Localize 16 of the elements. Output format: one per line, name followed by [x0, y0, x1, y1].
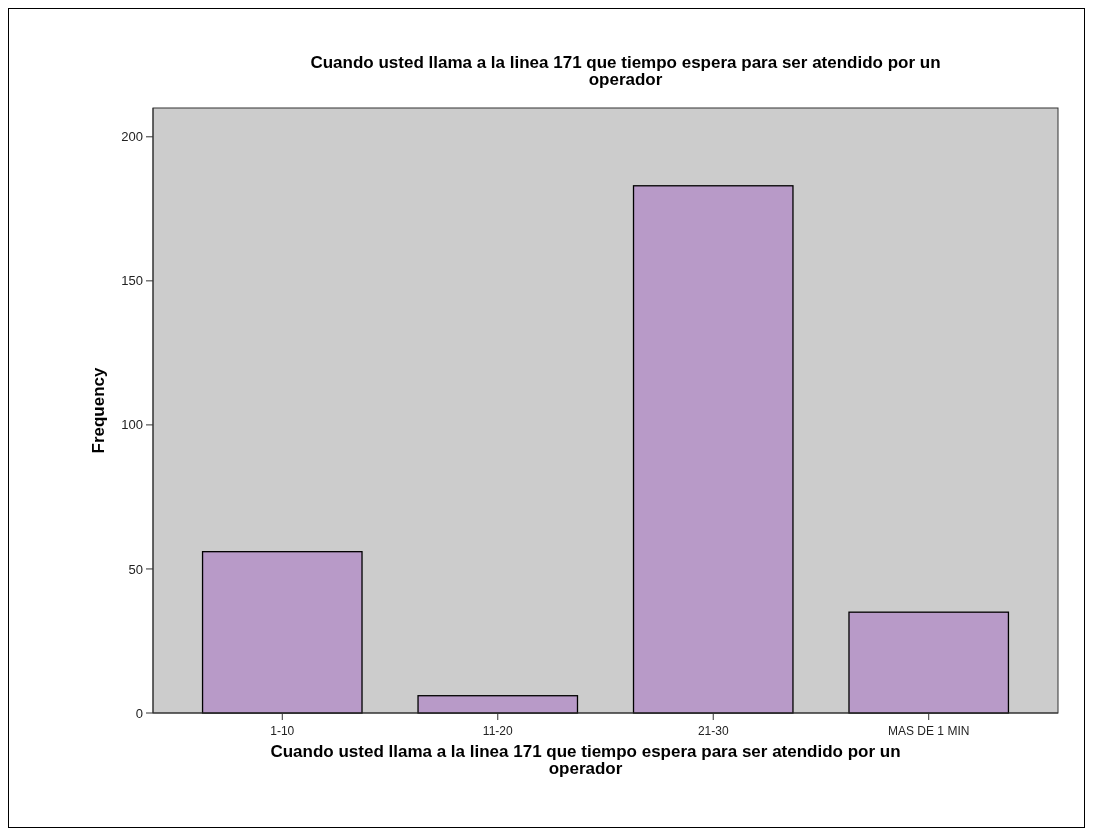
x-axis-title: Cuando usted llama a la linea 171 que tiempo espera para ser atendido por un operador [270, 742, 901, 778]
y-tick-label: 150 [121, 273, 143, 289]
bar [201, 551, 363, 714]
y-tick-label: 100 [121, 417, 143, 433]
y-tick-label: 200 [121, 129, 143, 145]
x-tick-label: 1-10 [270, 724, 295, 738]
bar [417, 695, 579, 714]
x-tick-label: MAS DE 1 MIN [888, 724, 970, 738]
bar [632, 185, 794, 714]
y-tick-label: 0 [135, 705, 143, 721]
x-tick-label: 11-20 [482, 724, 513, 738]
bar [848, 611, 1010, 714]
x-tick-label: 21-30 [697, 724, 729, 738]
y-tick-label: 50 [128, 561, 143, 577]
chart-title: Cuando usted llama a la linea 171 que tiempo espera para ser atendido por un operador [310, 53, 941, 89]
y-axis-title: Frequency [89, 366, 108, 454]
